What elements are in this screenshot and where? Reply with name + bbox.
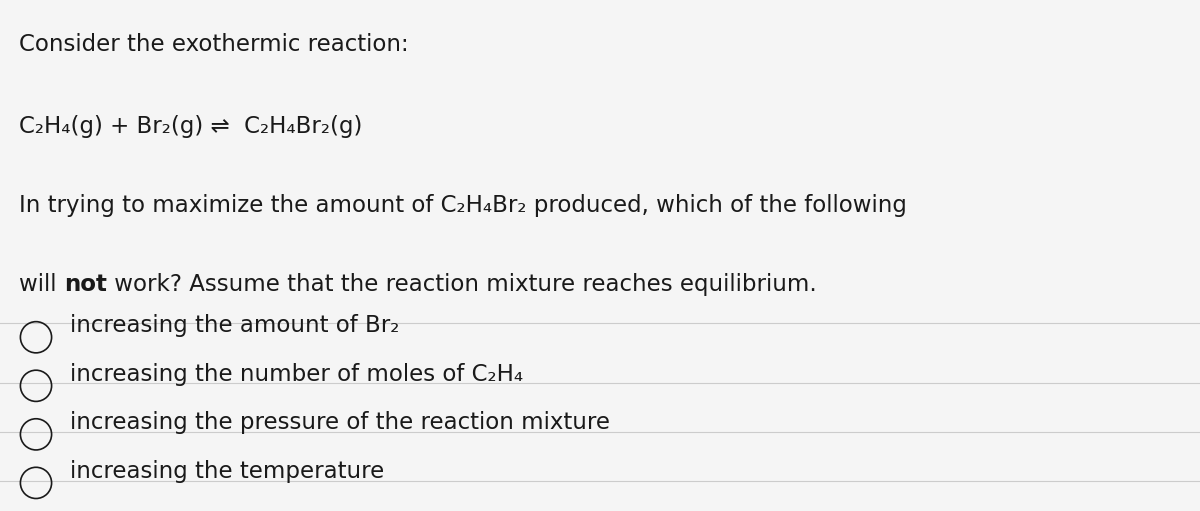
Text: not: not [64,273,107,296]
Text: Consider the exothermic reaction:: Consider the exothermic reaction: [19,33,409,56]
Text: increasing the temperature: increasing the temperature [70,460,384,483]
Text: will: will [19,273,64,296]
Text: In trying to maximize the amount of C₂H₄Br₂ produced, which of the following: In trying to maximize the amount of C₂H₄… [19,194,907,217]
Text: work? Assume that the reaction mixture reaches equilibrium.: work? Assume that the reaction mixture r… [107,273,816,296]
Text: increasing the pressure of the reaction mixture: increasing the pressure of the reaction … [70,411,610,434]
Text: increasing the amount of Br₂: increasing the amount of Br₂ [70,314,398,337]
Text: C₂H₄(g) + Br₂(g) ⇌  C₂H₄Br₂(g): C₂H₄(g) + Br₂(g) ⇌ C₂H₄Br₂(g) [19,115,362,138]
Text: increasing the number of moles of C₂H₄: increasing the number of moles of C₂H₄ [70,363,523,386]
